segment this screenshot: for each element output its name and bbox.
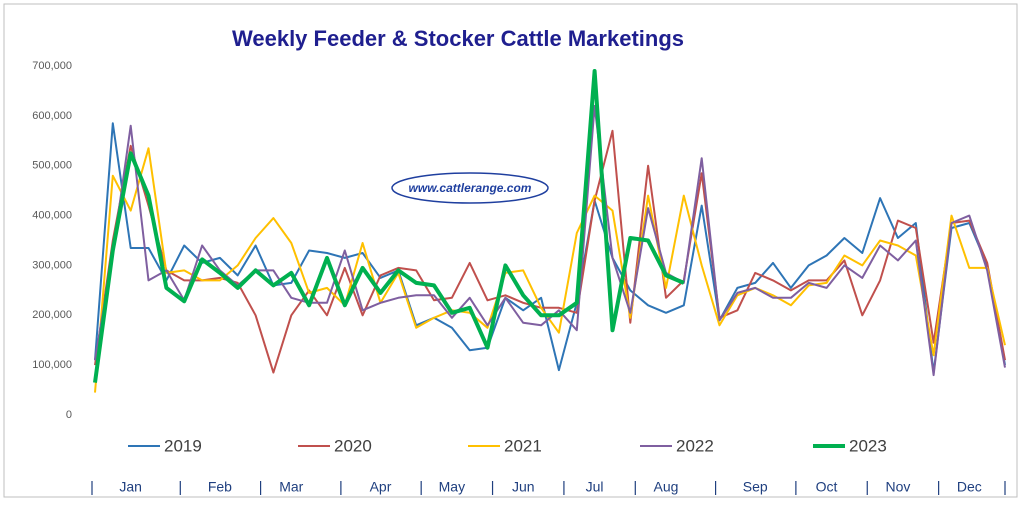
y-tick-label: 100,000 — [32, 359, 72, 371]
watermark: www.cattlerange.com — [409, 181, 532, 195]
x-tick-label: Apr — [370, 479, 392, 495]
y-tick-label: 600,000 — [32, 110, 72, 122]
series-line — [94, 129, 1006, 374]
y-tick-label: 300,000 — [32, 259, 72, 271]
x-tick-label: Jun — [512, 479, 535, 495]
x-tick-label: Mar — [279, 479, 303, 495]
x-tick-label: Feb — [208, 479, 232, 495]
y-tick-label: 200,000 — [32, 309, 72, 321]
y-tick-label: 0 — [66, 409, 72, 421]
x-tick-label: Oct — [816, 479, 838, 495]
legend-label: 2020 — [334, 436, 372, 455]
x-tick-label: Sep — [743, 479, 768, 495]
x-tick-label: Aug — [654, 479, 679, 495]
chart-border — [3, 3, 1018, 498]
y-tick-label: 700,000 — [32, 60, 72, 72]
legend-label: 2022 — [676, 436, 714, 455]
series-line — [93, 69, 685, 383]
x-tick-label: May — [439, 479, 465, 495]
watermark-badge — [391, 172, 549, 204]
y-tick-label: 500,000 — [32, 160, 72, 172]
legend-label: 2019 — [164, 436, 202, 455]
x-tick-label: Nov — [885, 479, 910, 495]
legend-label: 2023 — [849, 436, 887, 455]
series-line — [94, 122, 1006, 374]
y-tick-label: 400,000 — [32, 209, 72, 221]
x-tick-label: Jan — [119, 479, 142, 495]
x-tick-label: Dec — [957, 479, 982, 495]
x-tick-label: Jul — [586, 479, 604, 495]
legend-label: 2021 — [504, 436, 542, 455]
chart-title: Weekly Feeder & Stocker Cattle Marketing… — [232, 26, 684, 51]
series-line — [94, 147, 1006, 393]
